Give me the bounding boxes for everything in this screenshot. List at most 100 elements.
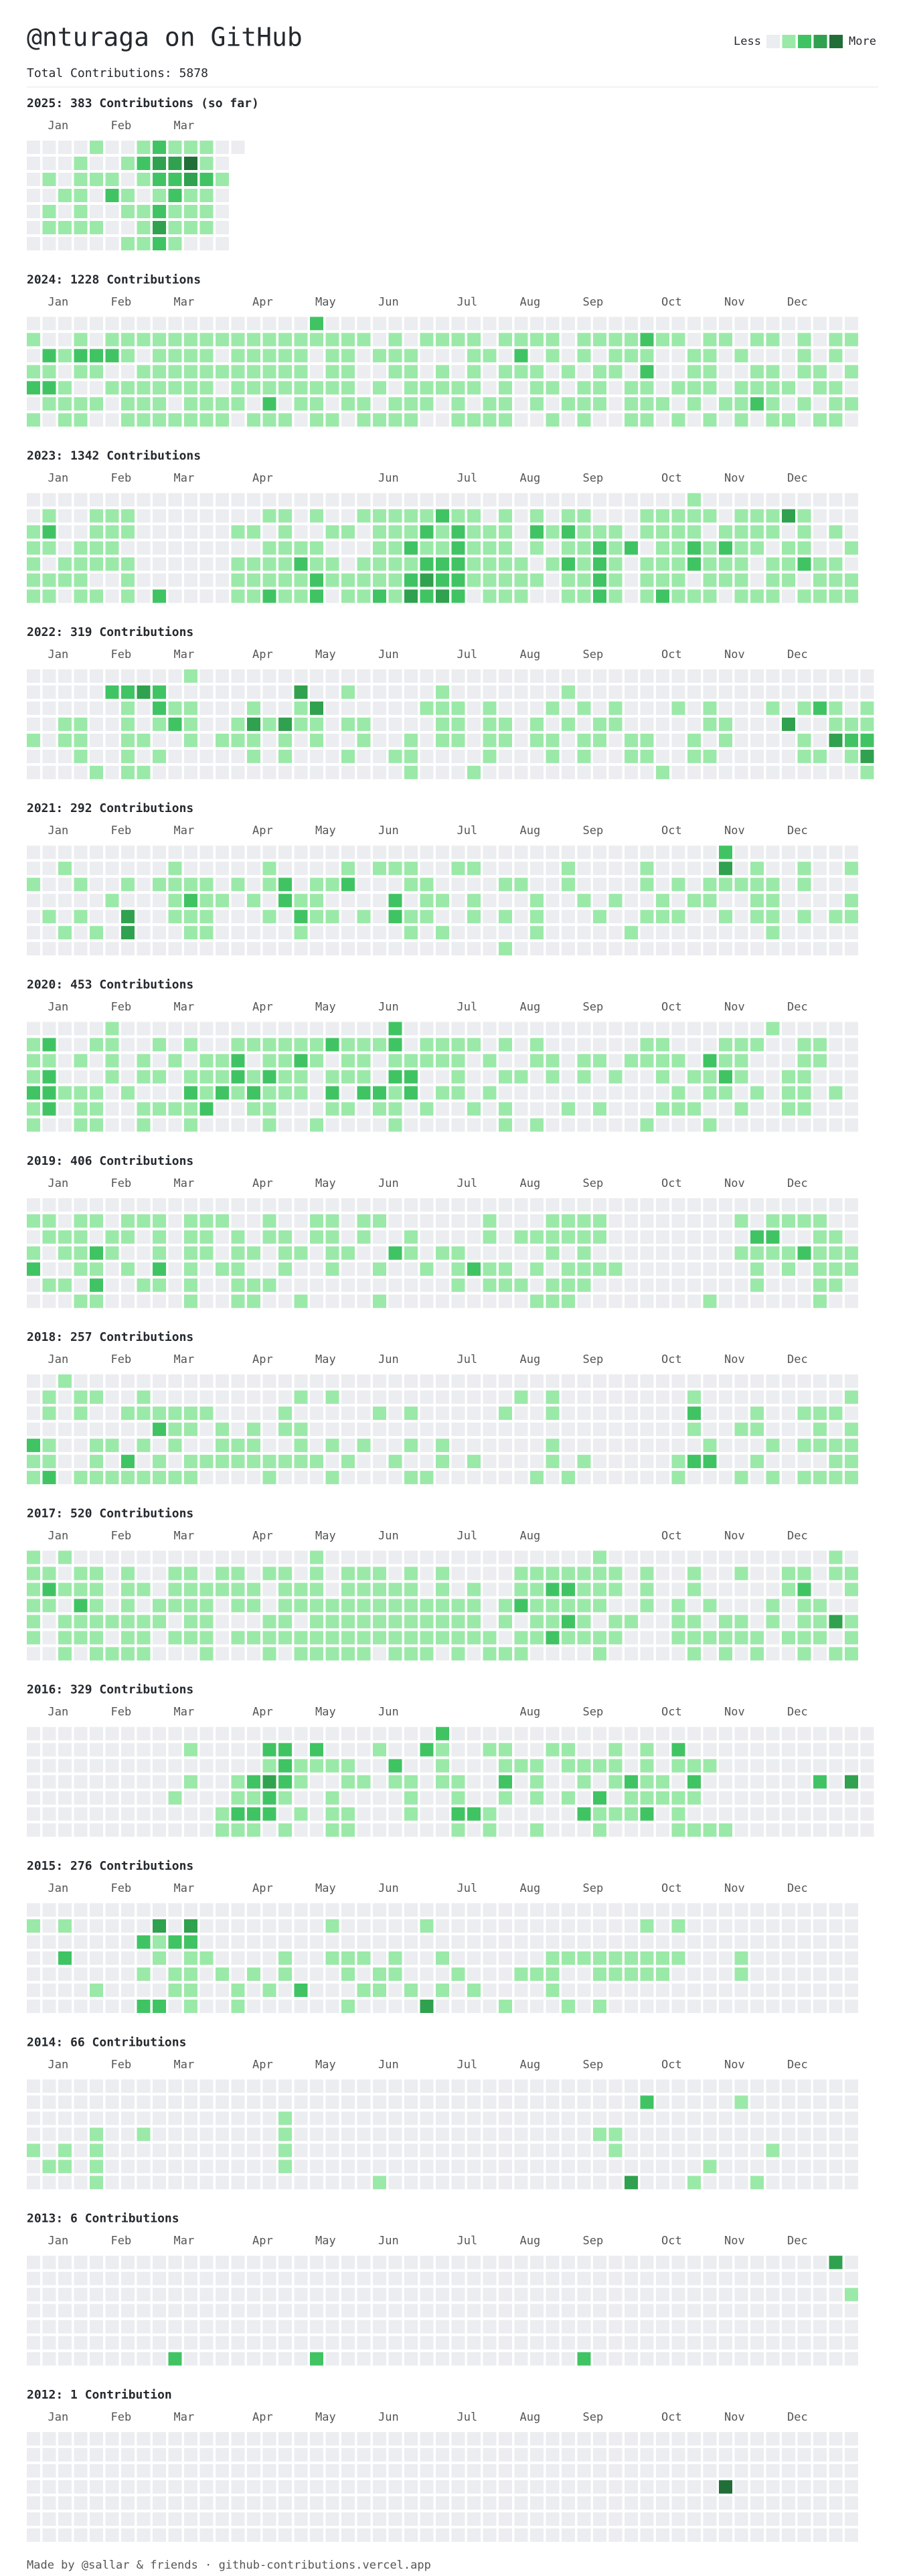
day-cell [262, 1439, 276, 1453]
day-cell [404, 2496, 418, 2510]
day-cell [184, 2111, 197, 2125]
day-cell [105, 2079, 119, 2093]
day-cell [436, 1566, 449, 1581]
day-cell [703, 2271, 717, 2285]
day-cell [782, 894, 795, 908]
day-cell [546, 493, 560, 507]
day-cell [168, 2255, 182, 2269]
day-cell [42, 1631, 56, 1645]
day-cell [656, 333, 669, 347]
day-cell [27, 525, 40, 539]
day-cell [310, 509, 323, 523]
day-cell [262, 349, 276, 363]
day-cell [137, 2271, 151, 2285]
day-cell [168, 2352, 182, 2366]
day-cell [216, 1070, 229, 1084]
day-cell [483, 862, 497, 876]
day-cell [325, 1791, 339, 1805]
day-cell [262, 509, 276, 523]
day-cell [436, 1230, 449, 1244]
day-cell [121, 701, 135, 715]
day-cell [845, 1278, 858, 1292]
day-cell [514, 1374, 528, 1388]
day-cell [703, 2431, 717, 2445]
day-cell [640, 557, 654, 571]
month-label: Feb [111, 1706, 132, 1719]
day-cell [357, 942, 371, 956]
day-cell [105, 1439, 119, 1453]
day-cell [797, 413, 811, 427]
day-cell [782, 397, 795, 411]
year-title: 2021: 292 Contributions [27, 801, 193, 815]
day-cell [656, 2000, 669, 2013]
day-cell [247, 2431, 260, 2445]
day-cell [58, 1038, 72, 1052]
day-cell [514, 1984, 528, 1997]
day-cell [388, 1054, 402, 1068]
day-cell [216, 365, 229, 379]
day-cell [782, 1423, 795, 1437]
day-cell [625, 2447, 638, 2462]
day-cell [499, 1054, 512, 1068]
day-cell [546, 2431, 560, 2445]
day-cell [325, 1054, 339, 1068]
day-cell [231, 1038, 245, 1052]
day-cell [514, 749, 528, 763]
day-cell [750, 1471, 764, 1485]
day-cell [90, 2320, 103, 2334]
day-cell [278, 1262, 292, 1276]
day-cell [42, 493, 56, 507]
day-cell [105, 878, 119, 892]
day-cell [90, 2160, 103, 2174]
day-cell [750, 1823, 764, 1837]
day-cell [562, 317, 575, 331]
day-cell [58, 1294, 72, 1308]
day-cell [530, 1406, 544, 1421]
day-cell [436, 733, 449, 747]
day-cell [782, 1214, 795, 1228]
day-cell [388, 525, 402, 539]
day-cell [750, 1374, 764, 1388]
day-cell [671, 1951, 685, 1965]
day-cell [310, 894, 323, 908]
day-cell [766, 1550, 780, 1564]
day-cell [310, 1583, 323, 1597]
day-cell [719, 862, 732, 876]
day-cell [829, 2287, 843, 2302]
day-cell [436, 1278, 449, 1292]
legend-less: Less [734, 35, 761, 48]
day-cell [42, 413, 56, 427]
month-label: Apr [252, 824, 273, 837]
day-cell [467, 1118, 481, 1132]
day-cell [404, 765, 418, 779]
day-cell [121, 942, 135, 956]
day-cell [404, 733, 418, 747]
day-cell [247, 1743, 260, 1757]
day-cell [74, 2352, 88, 2366]
month-label: Sep [583, 472, 604, 485]
day-cell [294, 685, 308, 699]
day-cell [199, 2480, 214, 2494]
day-cell [499, 1759, 512, 1773]
day-cell [687, 1951, 701, 1965]
day-cell [294, 2176, 308, 2190]
day-cell [750, 1967, 764, 1981]
day-cell [310, 2271, 323, 2285]
day-cell [625, 1439, 638, 1453]
day-cell [766, 541, 780, 555]
day-cell [184, 381, 197, 395]
day-cell [845, 589, 858, 603]
day-cell [734, 1118, 748, 1132]
day-cell [42, 910, 56, 924]
day-cell [278, 1566, 292, 1581]
day-cell [168, 862, 182, 876]
day-cell [625, 2352, 638, 2366]
day-cell [467, 2095, 481, 2109]
day-cell [829, 1038, 843, 1052]
day-cell [105, 1294, 119, 1308]
day-cell [577, 1935, 591, 1949]
day-cell [388, 846, 402, 860]
day-cell [325, 2111, 339, 2125]
day-cell [546, 2095, 560, 2109]
day-cell [656, 1631, 669, 1645]
